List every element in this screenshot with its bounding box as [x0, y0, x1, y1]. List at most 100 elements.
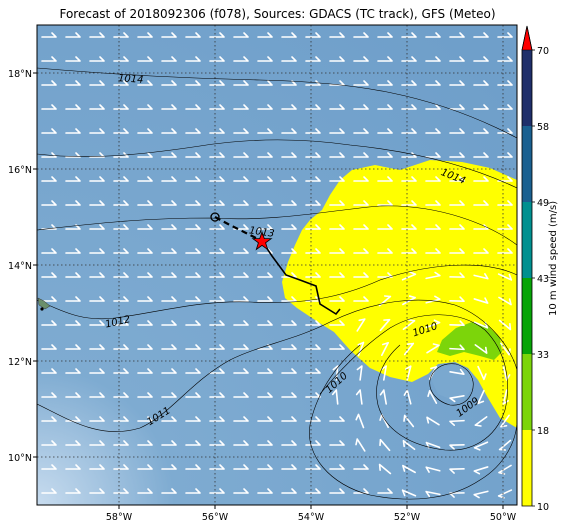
colorbar-segment-10-18 [522, 430, 532, 506]
wind-barb [425, 176, 441, 182]
wind-barb [209, 80, 225, 86]
wind-barb [233, 296, 249, 302]
wind-barb [161, 392, 177, 398]
x-tick-label: 50°W [490, 512, 517, 523]
wind-barb [113, 368, 129, 374]
wind-barb [425, 490, 441, 498]
wind-barb [403, 414, 415, 428]
wind-barb [401, 152, 417, 158]
wind-barb [305, 320, 321, 326]
wind-barb [113, 440, 129, 446]
wind-barb [137, 464, 153, 470]
wind-barb [426, 416, 440, 426]
wind-barb [233, 176, 249, 182]
wind-barb [305, 32, 321, 38]
wind-barb [353, 128, 369, 134]
wind-barb [402, 439, 416, 451]
wind-barb [305, 224, 321, 230]
wind-barb [233, 344, 249, 350]
wind-barb [257, 368, 273, 374]
colorbar-tick-label: 58 [537, 122, 549, 133]
wind-barb [473, 80, 489, 86]
wind-barb [233, 104, 249, 110]
wind-barb [113, 296, 129, 302]
wind-barb [257, 32, 273, 38]
wind-barb [137, 200, 153, 206]
colorbar-tick-label: 49 [537, 198, 549, 209]
wind-barb [329, 224, 345, 230]
wind-barb [233, 272, 249, 278]
wind-barb [137, 392, 153, 398]
colorbar-outline [521, 25, 533, 507]
wind-barb [113, 488, 129, 494]
wind-barb [497, 152, 513, 158]
wind-barb [281, 488, 297, 494]
wind-barb [497, 104, 513, 110]
wind-barb [425, 56, 441, 62]
wind-barb [281, 80, 297, 86]
wind-barb [401, 176, 417, 182]
colorbar-segment-18-33 [522, 354, 532, 430]
wind-barb [233, 464, 249, 470]
wind-barb [209, 320, 225, 326]
wind-barb [497, 248, 513, 254]
wind-barb [89, 488, 105, 494]
wind-barb [305, 440, 321, 446]
wind-barb [209, 128, 225, 134]
wind-barb [137, 296, 153, 302]
wind-barb [161, 248, 177, 254]
wind-barb [425, 104, 441, 110]
wind-barb [185, 392, 201, 398]
wind-barb [185, 464, 201, 470]
wind-barb [41, 104, 57, 110]
wind-barb [329, 248, 345, 254]
wind-barb [449, 272, 465, 278]
wind-barb [498, 296, 512, 306]
wind-barb [497, 32, 513, 38]
wind-barb [41, 272, 57, 278]
wind-barb [281, 104, 297, 110]
wind-barb [137, 416, 153, 422]
wind-barb [65, 416, 81, 422]
wind-barb [137, 32, 153, 38]
wind-barb [113, 392, 129, 398]
wind-barb [185, 56, 201, 62]
wind-barb [305, 56, 321, 62]
colorbar-tick-label: 18 [537, 426, 549, 437]
wind-barb [329, 344, 345, 350]
colorbar-tick-label: 43 [537, 274, 549, 285]
wind-barb [497, 128, 513, 134]
wind-barb [449, 248, 465, 254]
wind-barb [474, 416, 488, 427]
wind-barb [305, 104, 321, 110]
wind-barb [477, 365, 487, 381]
wind-barb [449, 344, 465, 351]
wind-barb [449, 224, 465, 230]
wind-barb [353, 56, 369, 62]
wind-barb [209, 224, 225, 230]
wind-barb [281, 248, 297, 254]
wind-barb [425, 248, 441, 254]
colorbar-segment-43-49 [522, 202, 532, 278]
isobar-1014-north [37, 67, 517, 139]
wind-barb [498, 464, 512, 475]
wind-barb [329, 296, 345, 302]
wind-barb [473, 297, 489, 304]
wind-barb [137, 272, 153, 278]
wind-barb [113, 344, 129, 350]
wind-barb [425, 32, 441, 38]
wind-barb [425, 152, 441, 158]
wind-barb [329, 56, 345, 62]
wind-barb [449, 80, 465, 86]
wind-barb [209, 104, 225, 110]
isobar-1014-east [37, 139, 517, 189]
wind-barb [185, 368, 201, 374]
wind-barb [473, 128, 489, 134]
wind-barb [305, 200, 321, 206]
wind-barb [137, 368, 153, 374]
x-tick-label: 54°W [298, 512, 325, 523]
wind-barb [185, 152, 201, 158]
wind-barb [137, 248, 153, 254]
wind-barb [185, 320, 201, 326]
colorbar-extend-arrow [521, 25, 533, 51]
